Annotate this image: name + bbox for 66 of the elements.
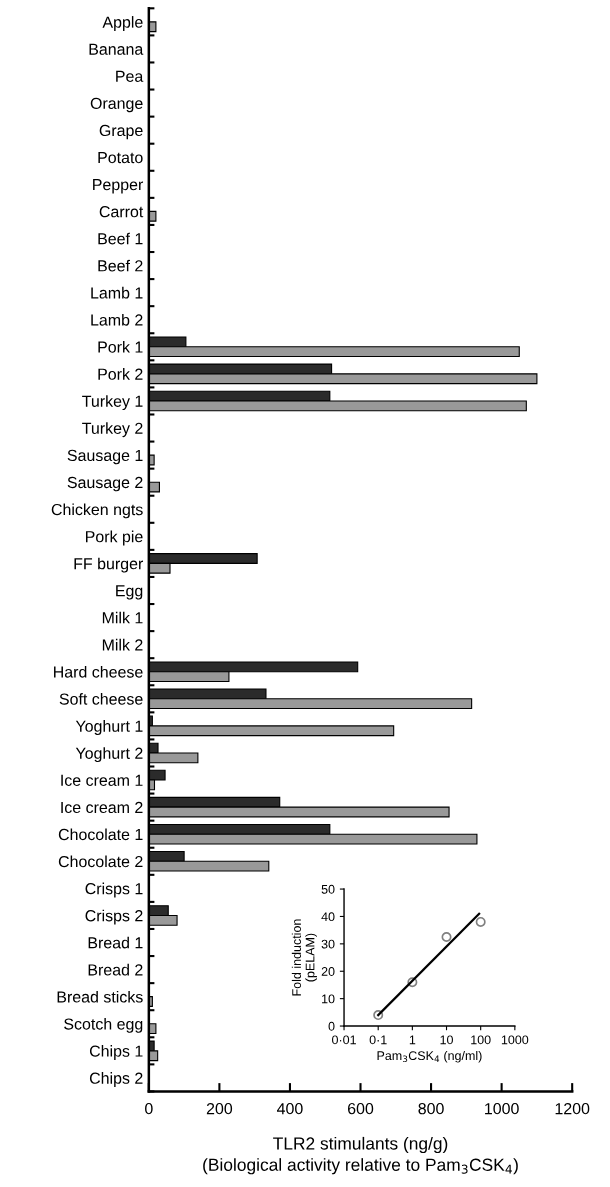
y-tick-label: 30 — [321, 939, 335, 949]
y-tick-label: Hard cheese — [54, 665, 143, 678]
x-tick-label: 800 — [418, 1102, 444, 1115]
y-tick-label: Potato — [98, 152, 143, 164]
y-tick-label: Pork 2 — [98, 368, 143, 380]
y-tick-label: Ice cream 2 — [61, 801, 143, 814]
y-tick-label: Chips 2 — [89, 1072, 143, 1088]
x-axis-title: Pam$_{3}$CSK$_{4}$ (ng/ml) — [377, 1050, 482, 1063]
y-tick-label: 50 — [321, 884, 335, 894]
point — [441, 932, 452, 943]
y-tick-label: FF burger — [74, 557, 144, 573]
x-axis-title: TLR2 stimulants (ng/g) (Biological activity relative to Pam$_{3}$CSK$_{4}$) — [203, 1136, 518, 1175]
y-tick-label: Chips 1 — [89, 1045, 143, 1060]
y-tick-label: Bread sticks — [57, 990, 143, 1003]
y-tick-label: Milk 1 — [102, 611, 143, 624]
point — [407, 977, 418, 988]
y-tick-label: 40 — [321, 912, 335, 922]
y-tick-label: Crisps 2 — [85, 909, 143, 925]
y-tick-label: Chocolate 2 — [58, 855, 143, 868]
y-tick-label: Beef 2 — [98, 259, 143, 272]
y-axis-title: Fold induction (pELAM) — [291, 919, 317, 996]
y-tick-label: Bread 2 — [88, 963, 143, 976]
y-tick-label: Apple — [102, 16, 143, 31]
y-tick-label: 20 — [321, 967, 335, 976]
x-tick-label: 0·01 — [332, 1035, 356, 1045]
y-tick-label: 10 — [322, 994, 335, 1004]
y-tick-label: 0 — [328, 1021, 335, 1031]
point — [373, 1010, 384, 1021]
x-tick-label: 0·1 — [369, 1035, 387, 1045]
y-tick-label: Banana — [89, 43, 144, 55]
y-tick-label: Egg — [116, 585, 143, 600]
y-tick-label: Pork pie — [86, 530, 143, 546]
y-tick-label: Carrot — [99, 206, 144, 218]
y-tick-label: Ice cream 1 — [61, 774, 143, 786]
y-tick-label: Grape — [99, 124, 143, 140]
y-tick-label: Crisps 1 — [85, 882, 143, 898]
x-tick-label: 600 — [348, 1102, 374, 1115]
y-tick-label: Pork 1 — [98, 341, 143, 353]
x-tick-label: 0 — [145, 1102, 153, 1115]
y-tick-label: Bread 1 — [88, 936, 143, 949]
y-tick-label: Milk 2 — [102, 638, 143, 651]
y-tick-label: Sausage 2 — [67, 476, 143, 492]
x-tick-label: 1000 — [485, 1102, 519, 1115]
x-tick-label: 400 — [277, 1102, 303, 1115]
y-tick-label: Scotch egg — [64, 1017, 143, 1033]
y-tick-label: Turkey 2 — [82, 422, 143, 438]
y-tick-label: Soft cheese — [59, 693, 143, 705]
y-tick-label: Orange — [90, 97, 143, 113]
y-tick-label: Lamb 1 — [91, 286, 143, 299]
y-tick-label: Yoghurt 1 — [75, 720, 143, 735]
x-tick-label: 100 — [471, 1035, 491, 1045]
x-tick-label: 1200 — [555, 1102, 590, 1115]
point — [475, 916, 486, 927]
y-tick-label: Sausage 1 — [67, 449, 143, 465]
y-tick-label: Chicken ngts — [51, 503, 143, 519]
y-tick-label: Beef 1 — [98, 232, 143, 245]
x-tick-label: 1 — [409, 1035, 416, 1045]
x-tick-label: 10 — [440, 1035, 453, 1045]
y-tick-label: Pepper — [93, 179, 144, 194]
y-tick-label: Turkey 1 — [82, 395, 143, 411]
y-tick-label: Yoghurt 2 — [75, 747, 143, 763]
x-tick-label: 200 — [206, 1102, 233, 1115]
y-tick-label: Lamb 2 — [91, 313, 143, 326]
x-tick-label: 1000 — [501, 1035, 529, 1045]
y-tick-label: Pea — [116, 70, 144, 82]
y-tick-label: Chocolate 1 — [58, 828, 143, 841]
